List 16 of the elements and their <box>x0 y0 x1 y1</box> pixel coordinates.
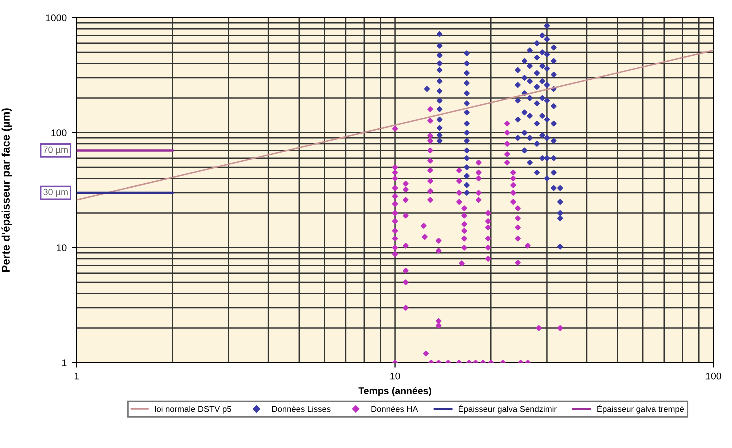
y-tick-label: 100 <box>52 130 67 137</box>
legend-label: loi normale DSTV p5 <box>155 406 232 414</box>
y-tick-label: 1000 <box>46 14 67 22</box>
y-axis-title: Perte d'épaisseur par face (µm) <box>2 108 12 272</box>
annotation: 70 µm <box>44 146 68 155</box>
legend-label: Données Lisses <box>272 406 331 412</box>
legend-label: Épaisseur galva Sendzimir <box>458 404 557 414</box>
x-tick-label: 1 <box>74 372 80 380</box>
x-tick-label: 100 <box>706 372 722 380</box>
y-tick-label: 10 <box>57 244 67 252</box>
x-tick-label: 10 <box>390 372 400 380</box>
legend-label: Données HA <box>372 406 418 412</box>
legend-label: Épaisseur galva trempé <box>598 404 684 414</box>
annotation: 30 µm <box>44 189 68 198</box>
y-tick-label: 1 <box>62 360 67 366</box>
x-axis-title: Temps (années) <box>358 387 432 396</box>
